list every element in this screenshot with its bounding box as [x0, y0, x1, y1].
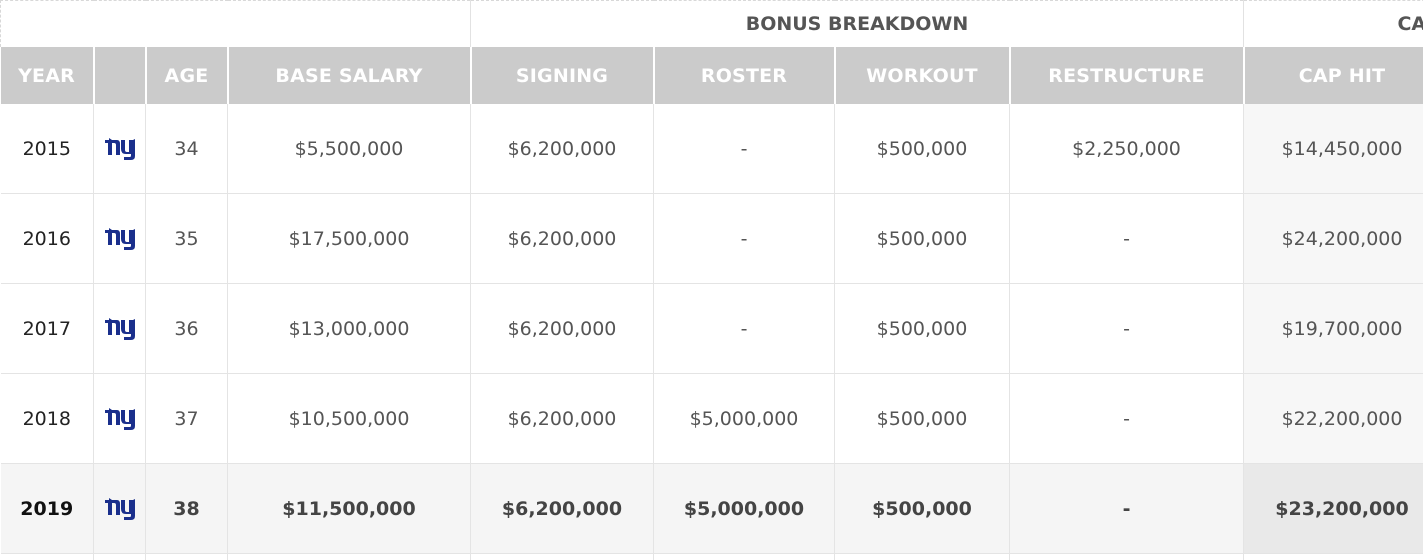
cell-restructure: $2,250,000 [1009, 104, 1245, 194]
cell-roster: - [653, 193, 835, 284]
col-header-roster[interactable]: ROSTER [653, 47, 836, 104]
cell-signing: $6,200,000 [470, 104, 654, 194]
group-header-row: BONUS BREAKDOWN CAP [0, 0, 1423, 47]
cell-workout: $500,000 [834, 193, 1010, 284]
ny-giants-logo-icon [104, 226, 136, 252]
table-row-highlighted: 2019 38 $11,500,000 $6,200,000 $5,000,00… [0, 463, 1423, 554]
group-header-cap: CAP [1243, 0, 1423, 47]
table-row: 2018 37 $10,500,000 $6,200,000 $5,000,00… [0, 373, 1423, 464]
cell-year: 2015 [0, 104, 94, 194]
cell-team [93, 104, 146, 194]
cell-age: 37 [145, 373, 228, 464]
ny-giants-logo-icon [104, 496, 136, 522]
cell-year: 2019 [0, 463, 94, 554]
cell-year: 2016 [0, 193, 94, 284]
cell-restructure: - [1009, 373, 1245, 464]
col-header-restructure[interactable]: RESTRUCTURE [1009, 47, 1245, 104]
group-header-empty [0, 0, 471, 47]
cell-year: 2018 [0, 373, 94, 464]
cell-age: 36 [145, 283, 228, 374]
cell-base-salary: $10,500,000 [227, 373, 471, 464]
cell-age: 38 [145, 463, 228, 554]
ny-giants-logo-icon [104, 136, 136, 162]
cell-team [93, 283, 146, 374]
cell-year: 2017 [0, 283, 94, 374]
cell-restructure: - [1009, 283, 1245, 374]
cell-roster: $5,000,000 [653, 373, 835, 464]
col-header-age[interactable]: AGE [145, 47, 229, 104]
cell-workout: $500,000 [834, 373, 1010, 464]
cell-base-salary: $17,500,000 [227, 193, 471, 284]
table-row-partial [0, 553, 1423, 560]
column-header-row: YEAR AGE BASE SALARY SIGNING ROSTER WORK… [0, 47, 1423, 104]
table-row: 2017 36 $13,000,000 $6,200,000 - $500,00… [0, 283, 1423, 374]
table-row: 2016 35 $17,500,000 $6,200,000 - $500,00… [0, 193, 1423, 284]
cell-cap-hit: $14,450,000 [1243, 104, 1423, 194]
cell-roster: $5,000,000 [653, 463, 835, 554]
cell-workout: $500,000 [834, 283, 1010, 374]
cell-team [93, 463, 146, 554]
cell-age: 35 [145, 193, 228, 284]
cell-cap-hit: $19,700,000 [1243, 283, 1423, 374]
cell-restructure: - [1009, 463, 1245, 554]
cell-signing: $6,200,000 [470, 463, 654, 554]
cell-team [93, 193, 146, 284]
cell-base-salary: $5,500,000 [227, 104, 471, 194]
group-header-bonus-breakdown: BONUS BREAKDOWN [469, 0, 1245, 47]
col-header-base-salary[interactable]: BASE SALARY [227, 47, 472, 104]
cell-signing: $6,200,000 [470, 373, 654, 464]
col-header-cap-hit[interactable]: CAP HIT [1243, 47, 1423, 104]
ny-giants-logo-icon [104, 406, 136, 432]
cell-signing: $6,200,000 [470, 193, 654, 284]
cell-cap-hit: $23,200,000 [1243, 463, 1423, 554]
table-row: 2015 34 $5,500,000 $6,200,000 - $500,000… [0, 104, 1423, 194]
cell-restructure: - [1009, 193, 1245, 284]
cell-roster: - [653, 283, 835, 374]
col-header-team [93, 47, 147, 104]
cell-base-salary: $13,000,000 [227, 283, 471, 374]
ny-giants-logo-icon [104, 316, 136, 342]
col-header-signing[interactable]: SIGNING [470, 47, 655, 104]
cell-workout: $500,000 [834, 104, 1010, 194]
cell-age: 34 [145, 104, 228, 194]
col-header-year[interactable]: YEAR [0, 47, 95, 104]
cell-base-salary: $11,500,000 [227, 463, 471, 554]
col-header-workout[interactable]: WORKOUT [834, 47, 1011, 104]
cell-cap-hit: $24,200,000 [1243, 193, 1423, 284]
cell-roster: - [653, 104, 835, 194]
cell-cap-hit: $22,200,000 [1243, 373, 1423, 464]
cell-workout: $500,000 [834, 463, 1010, 554]
cell-signing: $6,200,000 [470, 283, 654, 374]
cell-team [93, 373, 146, 464]
